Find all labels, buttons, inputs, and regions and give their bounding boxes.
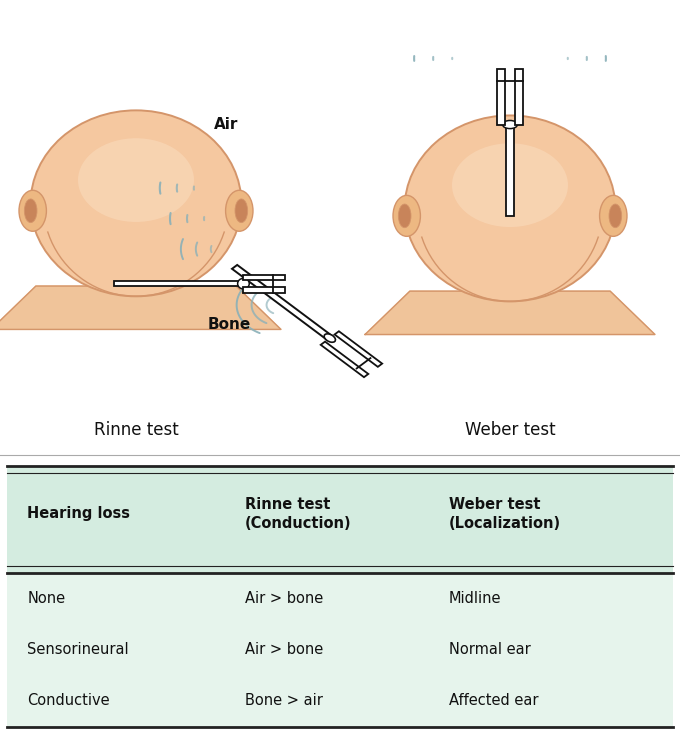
Ellipse shape: [235, 199, 248, 223]
Polygon shape: [515, 69, 522, 124]
Polygon shape: [114, 281, 243, 286]
Text: Air > bone: Air > bone: [245, 642, 323, 657]
Polygon shape: [232, 265, 333, 340]
Text: Air: Air: [214, 117, 239, 132]
Ellipse shape: [398, 204, 411, 228]
Polygon shape: [321, 342, 369, 377]
Polygon shape: [498, 69, 505, 124]
Text: Weber test
(Localization): Weber test (Localization): [449, 497, 561, 531]
Text: Weber test: Weber test: [464, 421, 556, 438]
Polygon shape: [0, 286, 281, 329]
Polygon shape: [506, 124, 514, 216]
Text: None: None: [27, 591, 65, 606]
Ellipse shape: [19, 190, 46, 231]
Text: Normal ear: Normal ear: [449, 642, 530, 657]
Ellipse shape: [405, 116, 615, 302]
Ellipse shape: [226, 190, 253, 231]
Text: Rinne test: Rinne test: [94, 421, 178, 438]
Text: Sensorineural: Sensorineural: [27, 642, 129, 657]
Ellipse shape: [452, 143, 568, 227]
Ellipse shape: [609, 204, 622, 228]
Polygon shape: [243, 287, 286, 293]
Polygon shape: [365, 291, 655, 335]
Text: Conductive: Conductive: [27, 693, 110, 709]
Polygon shape: [335, 332, 382, 367]
Ellipse shape: [393, 195, 420, 236]
FancyBboxPatch shape: [7, 572, 673, 726]
Text: Rinne test
(Conduction): Rinne test (Conduction): [245, 497, 352, 531]
Ellipse shape: [600, 195, 627, 236]
Ellipse shape: [503, 121, 517, 129]
Ellipse shape: [237, 278, 250, 289]
Ellipse shape: [31, 111, 241, 296]
Polygon shape: [88, 282, 184, 286]
Text: Air > bone: Air > bone: [245, 591, 323, 606]
Text: Hearing loss: Hearing loss: [27, 507, 130, 521]
Text: Bone > air: Bone > air: [245, 693, 323, 709]
Text: Bone: Bone: [207, 317, 251, 332]
FancyBboxPatch shape: [7, 466, 673, 572]
Polygon shape: [243, 274, 286, 280]
Text: Affected ear: Affected ear: [449, 693, 539, 709]
Ellipse shape: [24, 199, 37, 223]
Polygon shape: [462, 287, 558, 291]
Ellipse shape: [78, 138, 194, 222]
Text: Midline: Midline: [449, 591, 501, 606]
Ellipse shape: [324, 334, 335, 343]
